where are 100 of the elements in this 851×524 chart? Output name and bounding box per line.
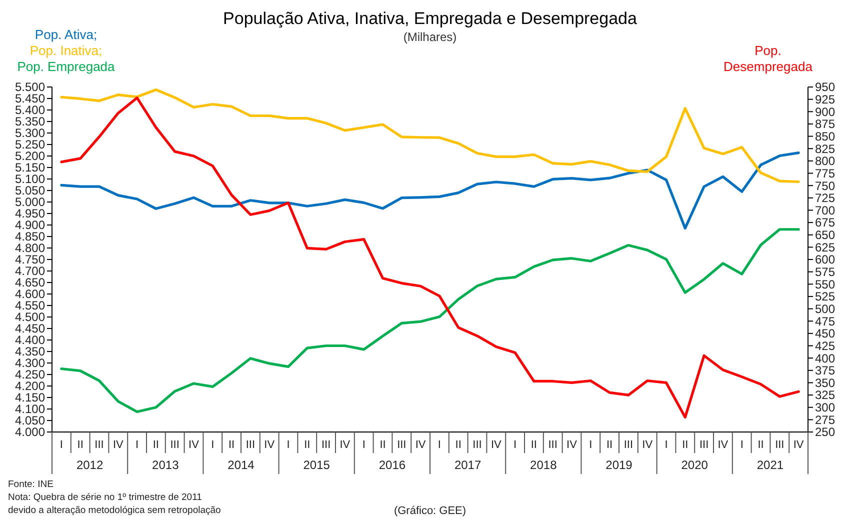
y-tick-label: 4.500	[14, 310, 46, 324]
y2-tick-label: 575	[815, 265, 836, 280]
x-tick-label: III	[775, 439, 784, 451]
y2-tick-label: 400	[815, 351, 836, 366]
x-tick-label: II	[455, 439, 462, 451]
x-tick-label: IV	[718, 439, 729, 451]
y2-tick-label: 475	[815, 314, 836, 328]
x-tick-label: IV	[566, 439, 578, 451]
y-tick-label: 5.050	[14, 184, 46, 198]
y2-tick-label: 600	[815, 252, 836, 267]
line-series	[60, 88, 800, 184]
x-tick-label: II	[77, 439, 84, 451]
text: Nota: Quebra de série no 1º trimestre de 2011	[8, 492, 202, 503]
y2-tick-label: 250	[815, 425, 836, 440]
text: Pop. Empregada	[17, 59, 116, 74]
text: Pop. Ativa;	[34, 27, 98, 42]
source-note: Fonte: INE	[8, 479, 54, 490]
y2-tick-label: 675	[815, 216, 836, 230]
text: Pop. Inativa;	[30, 43, 102, 58]
text: 2021	[756, 458, 784, 472]
y2-tick-label: 875	[815, 117, 836, 132]
y-tick-label: 5.450	[14, 92, 46, 106]
y-tick-label: 4.800	[14, 241, 46, 256]
x-tick-label: III	[397, 439, 406, 451]
x-tick-label: II	[228, 439, 235, 451]
y2-tick-label: 500	[815, 302, 836, 316]
y2-tick-label: 300	[815, 400, 836, 415]
y-tick-label: 4.900	[14, 218, 46, 232]
y-tick-label: 4.450	[14, 322, 46, 336]
y2-tick-label: 750	[815, 178, 836, 193]
chart-title: População Ativa, Inativa, Empregada e Desempregada	[223, 9, 638, 28]
y-tick-label: 5.150	[14, 160, 46, 175]
y-tick-label: 5.250	[14, 138, 46, 152]
x-tick-label: III	[94, 439, 104, 451]
x-tick-label: I	[211, 439, 214, 451]
x-tick-label: IV	[415, 439, 426, 451]
y2-tick-label: 650	[815, 228, 836, 242]
y2-tick-label: 425	[815, 338, 836, 353]
x-tick-label: I	[589, 439, 592, 451]
text: 2019	[606, 458, 633, 472]
y-tick-label: 4.550	[14, 298, 46, 313]
line-series	[60, 96, 800, 419]
y-tick-label: 4.350	[14, 344, 46, 359]
y-tick-label: 5.000	[14, 195, 46, 210]
x-tick-label: IV	[642, 439, 654, 451]
y-tick-label: 4.150	[14, 390, 46, 405]
x-tick-label: II	[530, 439, 538, 451]
x-tick-label: III	[472, 439, 482, 451]
y-tick-label: 5.100	[14, 172, 46, 186]
text: 2017	[454, 458, 482, 472]
text: 2012	[76, 458, 104, 472]
text: 2020	[681, 458, 708, 472]
x-tick-label: I	[136, 439, 139, 451]
x-tick-label: IV	[340, 439, 351, 451]
y2-tick-label: 850	[815, 129, 836, 144]
x-tick-label: I	[514, 439, 517, 451]
x-tick-label: IV	[793, 439, 804, 451]
y2-tick-label: 550	[815, 277, 836, 292]
x-tick-label: IV	[188, 439, 200, 451]
x-tick-label: IV	[264, 439, 276, 451]
y2-tick-label: 925	[815, 92, 836, 107]
y-tick-label: 4.400	[14, 333, 46, 348]
text: Pop. Desempregada	[724, 43, 814, 74]
y2-tick-label: 725	[815, 191, 836, 206]
y-tick-label: 5.300	[14, 126, 46, 140]
x-tick-label: I	[362, 439, 366, 451]
y2-tick-label: 700	[815, 203, 836, 218]
chart-subtitle: (Milhares)	[403, 30, 457, 44]
y-tick-label: 4.000	[14, 425, 46, 440]
text: 2014	[228, 458, 255, 472]
y-tick-label: 4.850	[14, 230, 46, 244]
x-tick-label: II	[758, 439, 764, 451]
y-tick-label: 4.100	[14, 402, 46, 416]
y2-tick-label: 350	[815, 376, 836, 390]
y2-tick-label: 525	[815, 290, 836, 304]
x-tick-label: II	[304, 439, 310, 451]
y2-tick-label: 375	[815, 364, 836, 378]
line-series	[60, 151, 800, 230]
x-tick-label: II	[682, 439, 688, 451]
y2-tick-label: 275	[815, 412, 836, 427]
x-tick-label: I	[438, 439, 441, 451]
x-tick-label: IV	[112, 439, 124, 451]
x-tick-label: II	[606, 439, 613, 451]
y-tick-label: 5.500	[14, 80, 46, 94]
x-tick-label: I	[286, 439, 290, 451]
y-tick-label: 4.300	[14, 356, 46, 370]
x-tick-label: I	[60, 439, 63, 451]
line-series	[60, 228, 800, 414]
y2-tick-label: 800	[815, 154, 836, 168]
y-tick-label: 4.950	[14, 206, 46, 221]
x-tick-label: I	[740, 439, 744, 451]
y-tick-label: 4.650	[14, 276, 46, 290]
x-tick-label: III	[170, 439, 180, 451]
x-tick-label: I	[664, 439, 668, 451]
y2-tick-label: 325	[815, 388, 836, 402]
y2-tick-label: 825	[815, 142, 836, 156]
x-tick-label: III	[548, 439, 558, 451]
text: devido a alteração metodológica sem retropolação	[8, 505, 221, 516]
y-tick-label: 4.050	[14, 414, 46, 428]
x-tick-label: III	[246, 439, 256, 451]
